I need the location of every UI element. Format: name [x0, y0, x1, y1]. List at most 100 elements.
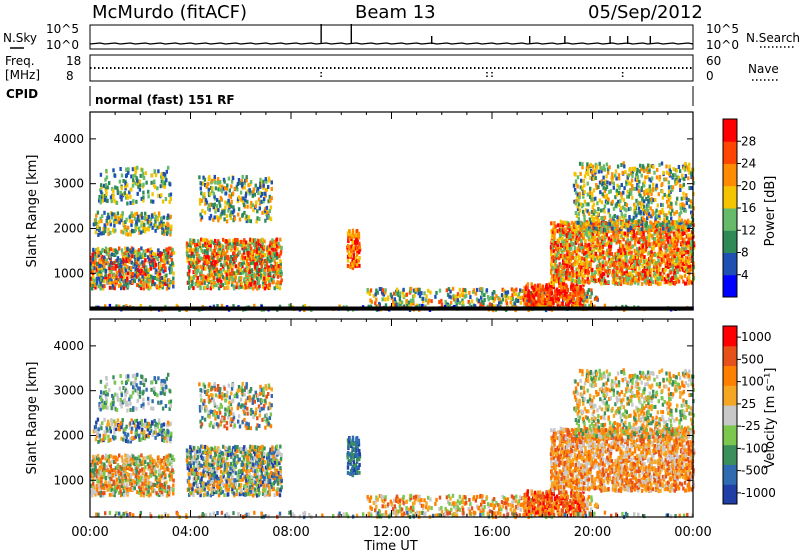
power-cell	[668, 220, 670, 224]
power-cell	[164, 266, 166, 270]
power-cell	[687, 233, 689, 237]
power-cell	[660, 223, 662, 227]
power-cell	[218, 241, 220, 245]
power-cell	[271, 196, 273, 200]
power-cell	[142, 191, 144, 195]
power-cell	[138, 219, 140, 223]
power-cell	[606, 185, 608, 189]
power-cell	[143, 176, 145, 180]
power-cell	[501, 293, 503, 297]
power-cell	[162, 176, 164, 180]
power-cell	[104, 223, 106, 227]
power-cell	[613, 186, 615, 190]
power-cell	[186, 242, 188, 246]
power-cell	[257, 191, 259, 195]
power-cell	[604, 228, 606, 232]
power-cell	[243, 203, 245, 207]
power-cell	[609, 270, 611, 274]
power-cell	[687, 198, 689, 202]
power-cell	[130, 223, 132, 227]
power-cell	[594, 197, 596, 201]
power-cell	[352, 229, 354, 233]
power-cell	[607, 171, 609, 175]
power-cell	[251, 268, 253, 272]
power-cell	[95, 218, 97, 222]
power-cell	[125, 218, 127, 222]
power-cell	[268, 177, 270, 181]
power-cell	[606, 181, 608, 185]
power-cell	[656, 168, 658, 172]
power-cell	[573, 184, 575, 188]
colorbar-cell	[723, 119, 737, 142]
power-cell	[609, 218, 611, 222]
power-cell	[246, 175, 248, 179]
power-cell	[649, 185, 651, 189]
power-cell	[226, 219, 228, 223]
power-cell	[273, 280, 275, 284]
power-cell	[672, 173, 674, 177]
power-cell	[577, 261, 579, 265]
power-cell	[172, 285, 174, 289]
colorbar-tick-label: 24	[741, 157, 756, 171]
power-cell	[148, 257, 150, 261]
power-cell	[264, 192, 266, 196]
power-cell	[678, 218, 680, 222]
power-cell	[246, 282, 248, 286]
power-cell	[358, 264, 360, 268]
power-cell	[95, 230, 97, 234]
power-cell	[126, 183, 128, 187]
power-cell	[675, 201, 677, 205]
power-cell	[595, 223, 597, 227]
power-cell	[152, 200, 154, 204]
power-cell	[227, 199, 229, 203]
power-cell	[628, 266, 630, 270]
power-cell	[224, 205, 226, 209]
power-cell	[651, 234, 653, 238]
power-cell	[528, 295, 530, 299]
power-cell	[608, 165, 610, 169]
power-cell	[567, 288, 569, 292]
power-cell	[147, 190, 149, 194]
power-cell	[587, 202, 589, 206]
power-cell	[240, 191, 242, 195]
power-cell	[656, 214, 658, 218]
power-cell	[595, 252, 597, 256]
power-cell	[623, 265, 625, 269]
power-cell	[619, 199, 621, 203]
power-cell	[268, 251, 270, 255]
power-cell	[161, 276, 163, 280]
power-cell	[97, 211, 99, 215]
power-cell	[602, 192, 604, 196]
power-cell	[129, 201, 131, 205]
power-cell	[229, 272, 231, 276]
power-cell	[620, 280, 622, 284]
power-cell	[617, 165, 619, 169]
power-cell	[598, 219, 600, 223]
power-cell	[657, 203, 659, 207]
power-cell	[271, 238, 273, 242]
power-cell	[226, 184, 228, 188]
power-cell	[165, 274, 167, 278]
power-cell	[634, 205, 636, 209]
power-cell	[648, 177, 650, 181]
power-cell	[542, 294, 544, 298]
power-cell	[204, 178, 206, 182]
power-cell	[263, 277, 265, 281]
power-cell	[248, 219, 250, 223]
power-cell	[643, 260, 645, 264]
power-cell	[647, 276, 649, 280]
power-cell	[358, 242, 360, 246]
power-cell	[263, 184, 265, 188]
power-cell	[593, 188, 595, 192]
power-cell	[512, 289, 514, 293]
power-cell	[248, 215, 250, 219]
power-cell	[143, 223, 145, 227]
power-cell	[101, 214, 103, 218]
power-cell	[589, 191, 591, 195]
power-cell	[539, 283, 541, 287]
power-cell	[617, 270, 619, 274]
power-cell	[493, 290, 495, 294]
power-cell	[159, 263, 161, 267]
power-cell	[259, 206, 261, 210]
power-cell	[662, 203, 664, 207]
